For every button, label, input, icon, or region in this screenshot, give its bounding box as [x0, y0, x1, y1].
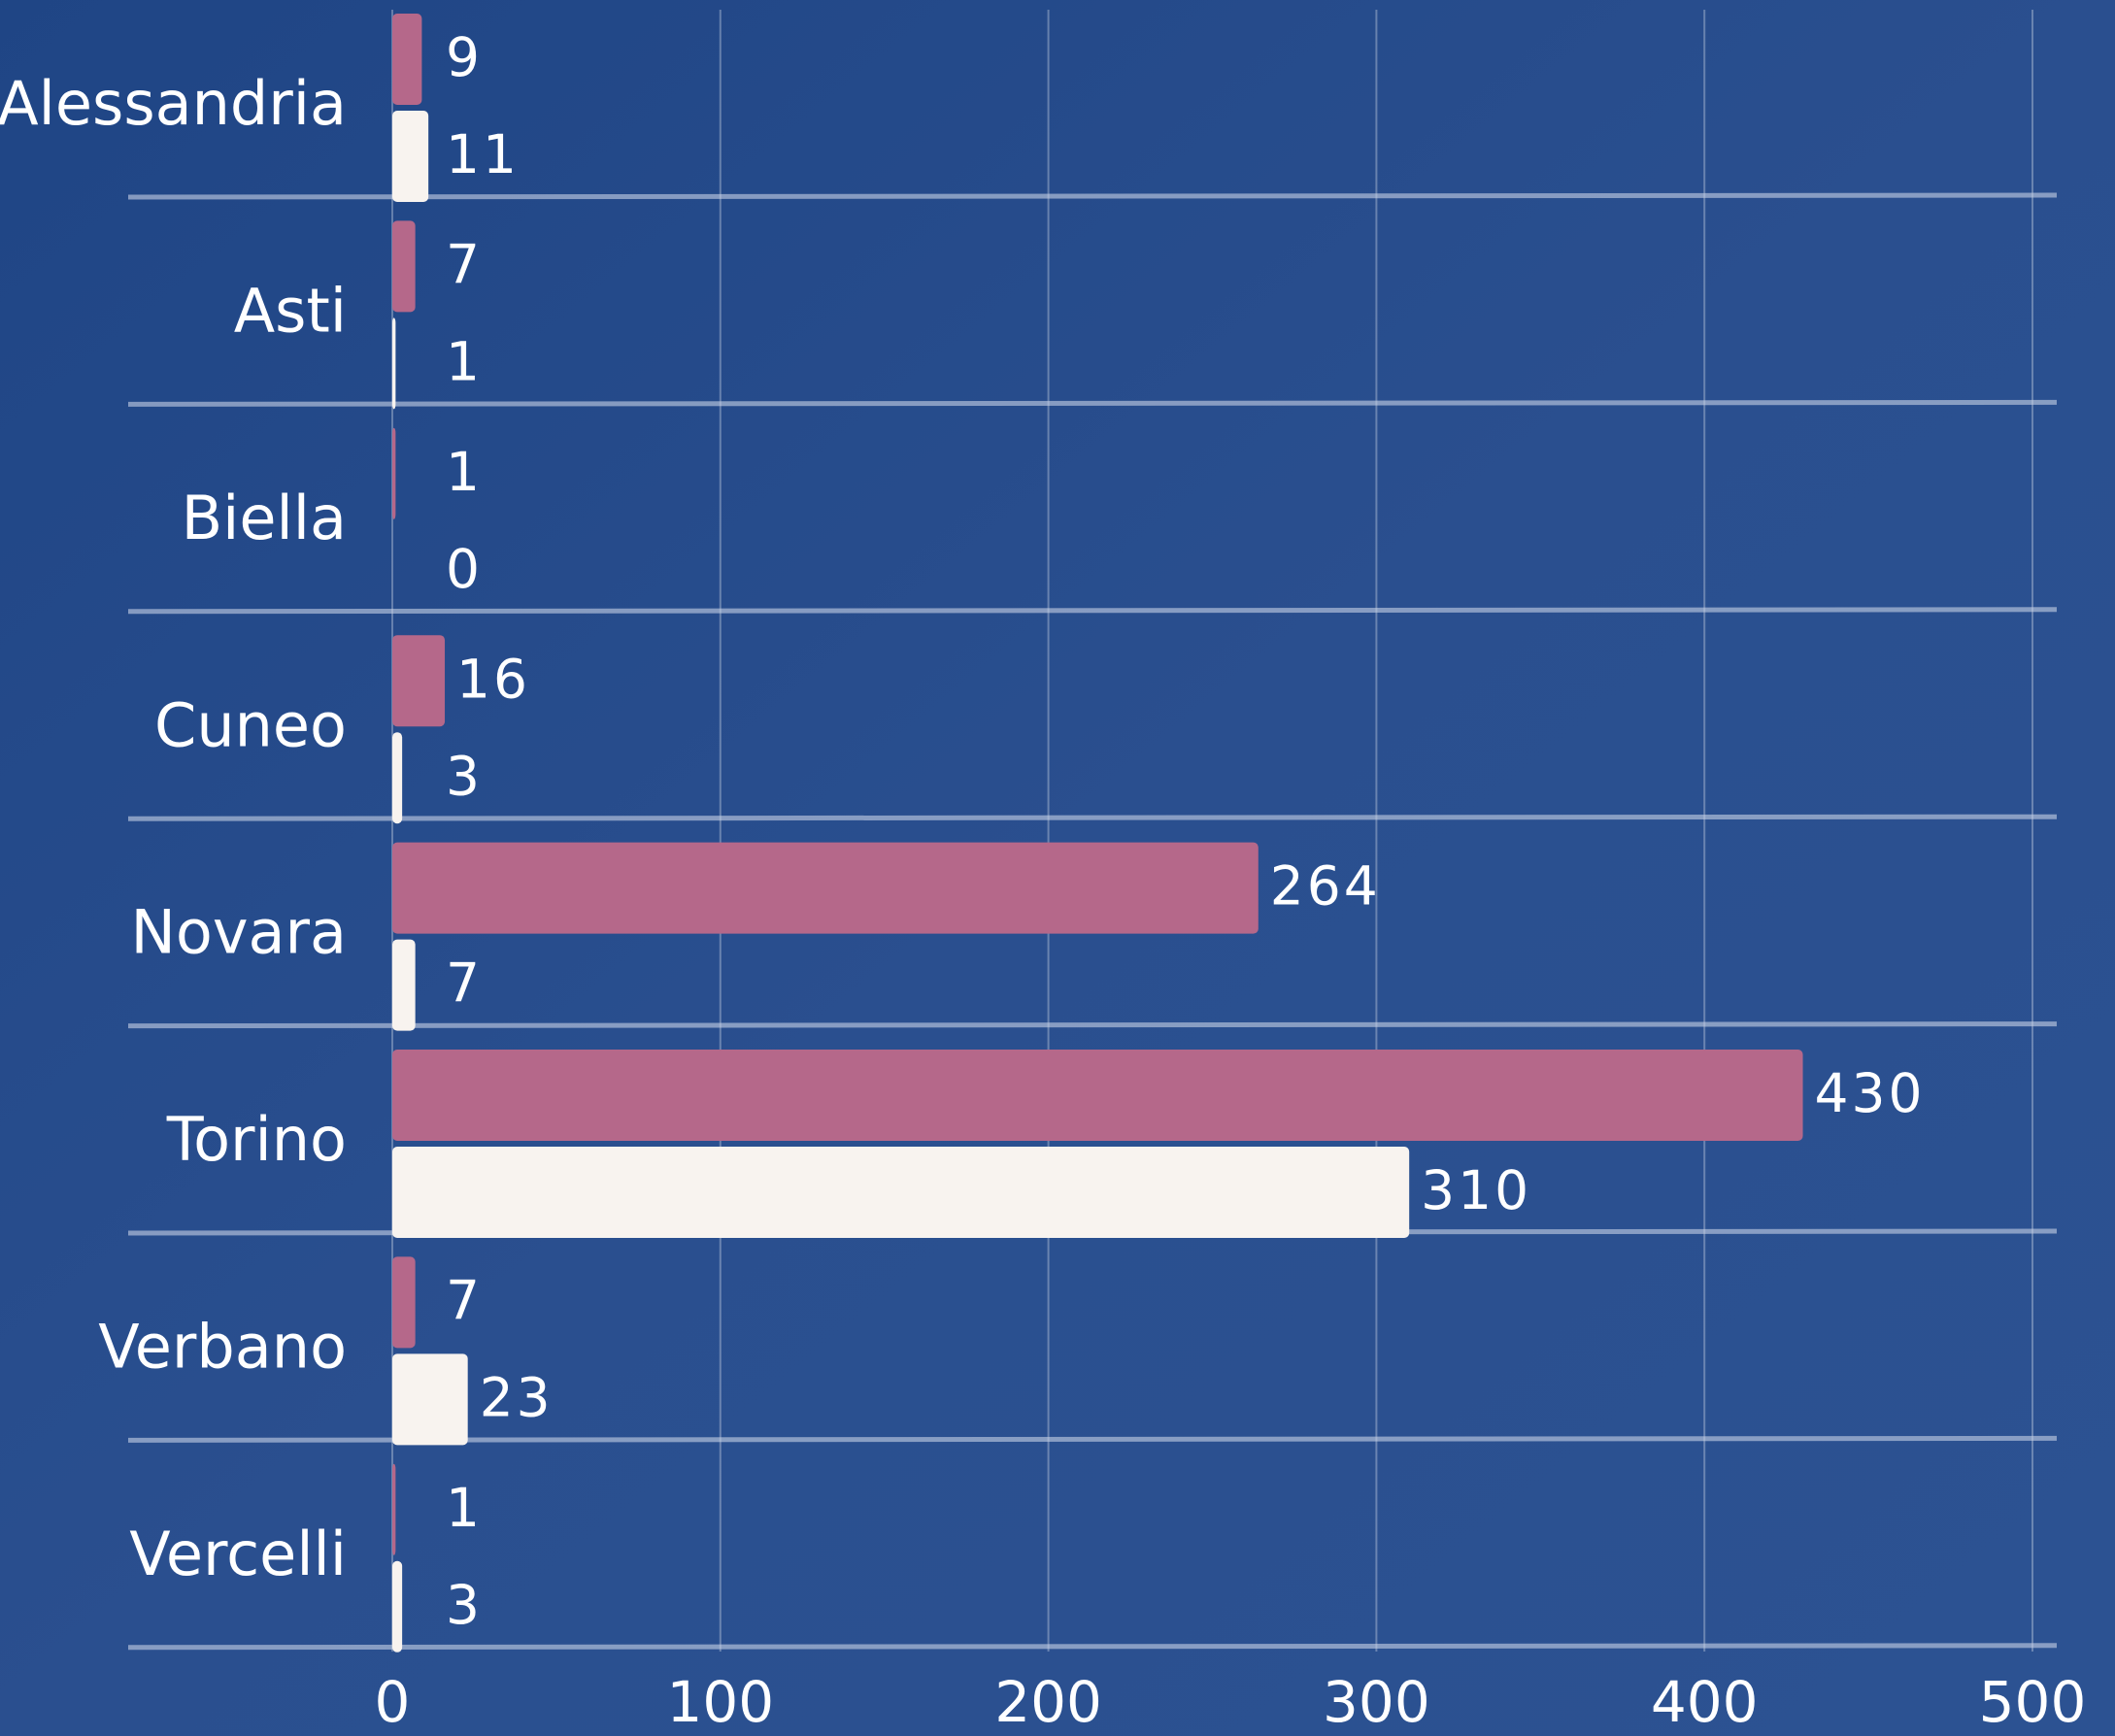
bar [392, 1463, 396, 1555]
bar [392, 317, 396, 410]
category-label: Cuneo [154, 689, 347, 760]
value-label: 3 [446, 745, 483, 807]
row-separator [127, 607, 2058, 615]
category-label: Alessandria [0, 68, 347, 139]
x-tick-label: 200 [994, 1669, 1102, 1735]
category-label: Vercelli [129, 1519, 347, 1589]
x-tick-label: 100 [666, 1669, 774, 1735]
value-label: 1 [446, 331, 483, 393]
row-separator [127, 1021, 2058, 1029]
category-label: Torino [166, 1104, 347, 1175]
bar [392, 1050, 1803, 1141]
category-label: Biella [182, 483, 347, 553]
row-separator [127, 192, 2058, 200]
value-label: 23 [480, 1367, 554, 1429]
x-tick-label: 400 [1651, 1669, 1759, 1735]
row-separator [127, 1643, 2058, 1651]
bar [392, 1560, 403, 1653]
bar [392, 732, 403, 824]
bar [392, 842, 1259, 934]
value-label: 7 [446, 952, 483, 1015]
row-separator [127, 399, 2058, 407]
value-label: 1 [446, 441, 483, 503]
category-label: Verbano [98, 1311, 347, 1382]
x-tick-label: 300 [1323, 1669, 1430, 1735]
value-label: 310 [1421, 1159, 1531, 1221]
bar [392, 1256, 416, 1349]
value-label: 11 [446, 123, 520, 185]
bar [392, 635, 446, 727]
value-label: 9 [446, 26, 483, 88]
category-label: Novara [131, 897, 347, 968]
value-label: 7 [446, 1270, 483, 1332]
value-label: 3 [446, 1574, 483, 1636]
bar [392, 939, 416, 1031]
value-label: 16 [456, 648, 530, 710]
bar [392, 427, 396, 519]
x-tick-label: 500 [1979, 1669, 2087, 1735]
value-label: 1 [446, 1477, 483, 1539]
bar [392, 220, 416, 313]
category-label: Asti [234, 275, 347, 346]
value-label: 430 [1815, 1062, 1926, 1124]
row-separator [127, 814, 2058, 821]
bar [392, 14, 422, 105]
bar [392, 1353, 468, 1446]
x-tick-label: 0 [375, 1669, 411, 1735]
bar [392, 1147, 1410, 1238]
value-label: 7 [446, 234, 483, 296]
value-label: 264 [1270, 855, 1381, 918]
value-label: 0 [446, 538, 483, 600]
bar [392, 111, 429, 202]
